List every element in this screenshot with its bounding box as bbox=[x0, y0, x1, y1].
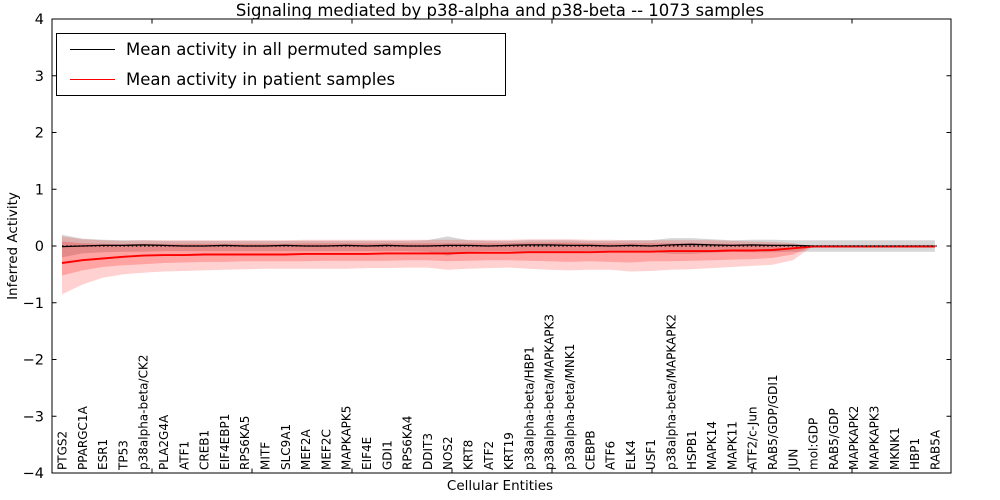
x-tick-label: KRT8 bbox=[462, 440, 476, 470]
x-tick-label: HSPB1 bbox=[685, 430, 699, 470]
x-tick-label: MAPK11 bbox=[725, 421, 739, 470]
x-tick-label: ATF1 bbox=[177, 441, 191, 470]
x-tick-label: MAPKAPK5 bbox=[340, 406, 354, 470]
x-tick-label: NOS2 bbox=[441, 436, 455, 470]
x-tick-label: ELK4 bbox=[624, 440, 638, 470]
x-tick-label: MAPKAPK2 bbox=[847, 406, 861, 470]
legend: Mean activity in all permuted samples Me… bbox=[56, 33, 506, 96]
x-tick-label: MITF bbox=[259, 442, 273, 470]
legend-label-permuted: Mean activity in all permuted samples bbox=[126, 40, 442, 59]
x-tick-label: RAB5A bbox=[928, 429, 942, 470]
x-tick-label: p38alpha-beta/MAPKAPK3 bbox=[543, 314, 557, 470]
x-tick-label: p38alpha-beta/HBP1 bbox=[522, 346, 536, 470]
x-tick-label: MAPK14 bbox=[705, 421, 719, 470]
x-tick-label: RAB5/GDP bbox=[827, 408, 841, 470]
patient-mean-line bbox=[61, 245, 935, 264]
permuted-line-sample-icon bbox=[70, 49, 115, 50]
patient-line-sample-icon bbox=[70, 79, 115, 80]
y-tick-label: −2 bbox=[23, 353, 44, 369]
x-tick-label: JUN bbox=[786, 449, 800, 471]
x-tick-label: DDIT3 bbox=[421, 433, 435, 470]
x-tick-label: p38alpha-beta/MNK1 bbox=[563, 344, 577, 470]
legend-row-patient: Mean activity in patient samples bbox=[57, 65, 505, 94]
x-tick-label: HBP1 bbox=[908, 438, 922, 470]
x-tick-label: p38alpha-beta/MAPKAPK2 bbox=[665, 314, 679, 470]
x-tick-label: ESR1 bbox=[96, 439, 110, 470]
x-tick-label: RPS6KA4 bbox=[401, 416, 415, 470]
x-tick-label: PLA2G4A bbox=[157, 414, 171, 470]
x-tick-label: SLC9A1 bbox=[279, 424, 293, 470]
chart-title: Signaling mediated by p38-alpha and p38-… bbox=[235, 1, 765, 20]
x-tick-label: p38alpha-beta/CK2 bbox=[137, 355, 151, 470]
x-tick-label: MEF2C bbox=[319, 429, 333, 470]
x-tick-label: MKNK1 bbox=[888, 427, 902, 470]
x-tick-label: mol:GDP bbox=[807, 418, 821, 470]
y-tick-label: 0 bbox=[35, 239, 44, 255]
x-tick-label: CEBPB bbox=[583, 430, 597, 470]
x-tick-label: ATF6 bbox=[604, 441, 618, 470]
y-tick-label: 3 bbox=[35, 69, 44, 85]
x-tick-label: TP53 bbox=[116, 440, 130, 471]
x-axis-label: Cellular Entities bbox=[446, 478, 554, 494]
x-tick-label: CREB1 bbox=[198, 430, 212, 470]
x-tick-label: RPS6KA5 bbox=[238, 416, 252, 470]
x-tick-label: EIF4EBP1 bbox=[218, 414, 232, 470]
x-tick-label: EIF4E bbox=[360, 437, 374, 470]
y-tick-label: −4 bbox=[23, 466, 44, 482]
x-tick-label: USF1 bbox=[644, 439, 658, 470]
y-tick-label: −3 bbox=[23, 409, 44, 425]
y-tick-label: −1 bbox=[23, 296, 44, 312]
x-tick-label: PTGS2 bbox=[56, 431, 70, 470]
x-tick-label: MEF2A bbox=[299, 429, 313, 470]
x-tick-label: RAB5/GDP/GDI1 bbox=[766, 374, 780, 470]
x-tick-label: GDI1 bbox=[380, 440, 394, 470]
y-tick-label: 2 bbox=[35, 126, 44, 142]
legend-label-patient: Mean activity in patient samples bbox=[126, 70, 396, 89]
x-tick-label: PPARGC1A bbox=[76, 405, 90, 470]
x-tick-label: ATF2 bbox=[482, 441, 496, 470]
y-tick-label: 4 bbox=[35, 12, 44, 28]
permuted-mean-line bbox=[61, 243, 935, 248]
x-tick-label: ATF2/c-Jun bbox=[746, 406, 760, 470]
x-tick-label: KRT19 bbox=[502, 432, 516, 470]
legend-row-permuted: Mean activity in all permuted samples bbox=[57, 35, 505, 64]
x-tick-label: MAPKAPK3 bbox=[868, 406, 882, 470]
y-axis-label: Inferred Activity bbox=[5, 192, 21, 300]
y-tick-label: 1 bbox=[35, 182, 44, 198]
